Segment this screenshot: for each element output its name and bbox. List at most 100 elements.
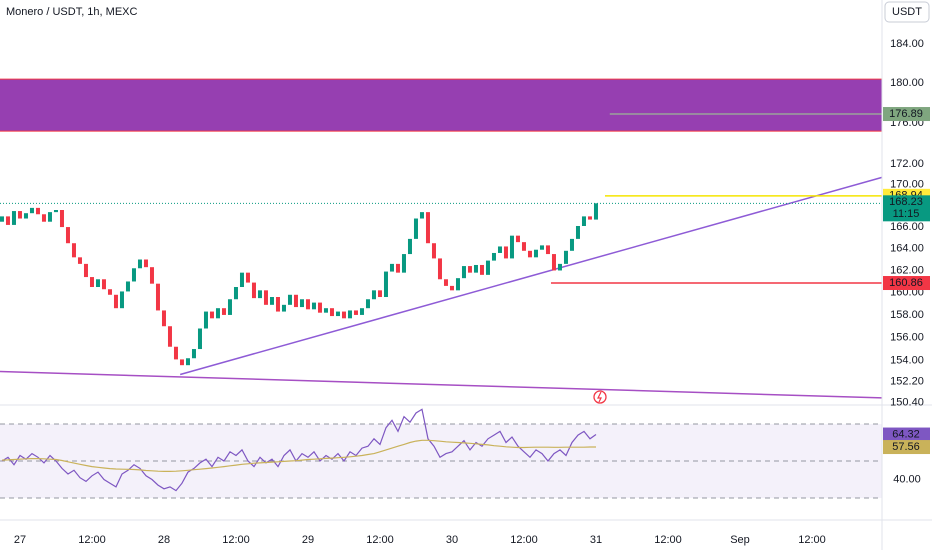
candle <box>119 291 124 309</box>
candle <box>563 250 568 264</box>
trend-line <box>179 176 883 376</box>
last-price-label: 168.23 <box>889 196 923 208</box>
candle <box>23 213 28 219</box>
x-tick-label: 28 <box>158 534 170 546</box>
candle <box>389 263 394 272</box>
x-tick-label: 27 <box>14 534 26 546</box>
chart-title: Monero / USDT, 1h, MEXC <box>6 6 137 18</box>
candle <box>101 279 106 290</box>
candle <box>587 216 592 220</box>
candle <box>359 308 364 315</box>
candle <box>545 245 550 255</box>
candle <box>569 238 574 251</box>
y-tick-label: 166.00 <box>890 221 924 233</box>
countdown-label: 11:15 <box>893 208 920 220</box>
candle <box>281 304 286 312</box>
candle <box>473 264 478 273</box>
x-tick-label: Sep <box>730 534 750 546</box>
rsi-line <box>1 439 596 472</box>
candle <box>305 299 310 310</box>
candle <box>395 263 400 273</box>
x-tick-label: 31 <box>590 534 602 546</box>
candle <box>335 311 340 317</box>
candle <box>527 250 532 258</box>
candle <box>47 212 52 222</box>
y-tick-label: 184.00 <box>890 38 924 50</box>
candle <box>383 271 388 298</box>
y-tick-label: 150.40 <box>890 397 924 409</box>
trend-line <box>0 370 883 399</box>
x-tick-label: 12:00 <box>510 534 538 546</box>
candle <box>509 235 514 259</box>
candle <box>341 311 346 319</box>
candle <box>449 285 454 291</box>
currency-label[interactable]: USDT <box>892 6 922 18</box>
rsi-badge-label: 57.56 <box>892 441 920 453</box>
candle <box>317 302 322 313</box>
candle <box>167 326 172 347</box>
candle <box>371 290 376 300</box>
candle <box>413 218 418 239</box>
candle <box>161 310 166 327</box>
candle <box>377 290 382 298</box>
y-tick-label: 162.00 <box>890 264 924 276</box>
candle <box>491 252 496 261</box>
x-tick-label: 30 <box>446 534 458 546</box>
candle <box>365 299 370 309</box>
candle <box>401 254 406 273</box>
candle <box>431 243 436 259</box>
candle <box>0 216 4 222</box>
candle <box>125 281 130 292</box>
candle <box>209 311 214 319</box>
y-tick-label: 158.00 <box>890 309 924 321</box>
candle <box>11 211 16 225</box>
candle <box>17 211 22 219</box>
candle <box>215 308 220 319</box>
candle <box>257 290 262 299</box>
candle <box>143 259 148 268</box>
alert-icon[interactable] <box>593 390 607 404</box>
candle <box>173 346 178 360</box>
candle <box>353 310 358 315</box>
y-tick-label: 152.20 <box>890 375 924 387</box>
currency-button[interactable] <box>884 1 930 23</box>
candle <box>275 297 280 312</box>
candle <box>557 263 562 271</box>
candle <box>485 260 490 275</box>
candle <box>311 302 316 310</box>
candle <box>407 238 412 255</box>
candle <box>239 272 244 288</box>
candle <box>425 212 430 244</box>
y-tick-label: 170.00 <box>890 179 924 191</box>
candle <box>245 272 250 283</box>
x-tick-label: 29 <box>302 534 314 546</box>
rsi-badge <box>883 440 930 455</box>
candle <box>107 289 112 295</box>
candle <box>521 242 526 251</box>
x-tick-label: 12:00 <box>654 534 682 546</box>
candle <box>149 267 154 284</box>
candle <box>581 216 586 226</box>
candle <box>29 207 34 214</box>
candle <box>461 266 466 279</box>
y-tick-label: 156.00 <box>890 332 924 344</box>
candle <box>287 294 292 305</box>
candle <box>329 308 334 317</box>
candle <box>203 311 208 329</box>
candle <box>419 212 424 219</box>
candle <box>593 203 598 220</box>
candle <box>59 210 64 228</box>
zone <box>0 79 882 132</box>
plot <box>0 78 883 499</box>
candle <box>131 268 136 282</box>
candle <box>221 308 226 315</box>
candle <box>155 283 160 311</box>
y-tick-label: 40.00 <box>893 473 921 485</box>
candle <box>113 294 118 309</box>
last-price-badge <box>883 195 930 222</box>
candle <box>269 297 274 305</box>
candle <box>251 282 256 299</box>
candle <box>443 279 448 286</box>
candle <box>551 254 556 271</box>
